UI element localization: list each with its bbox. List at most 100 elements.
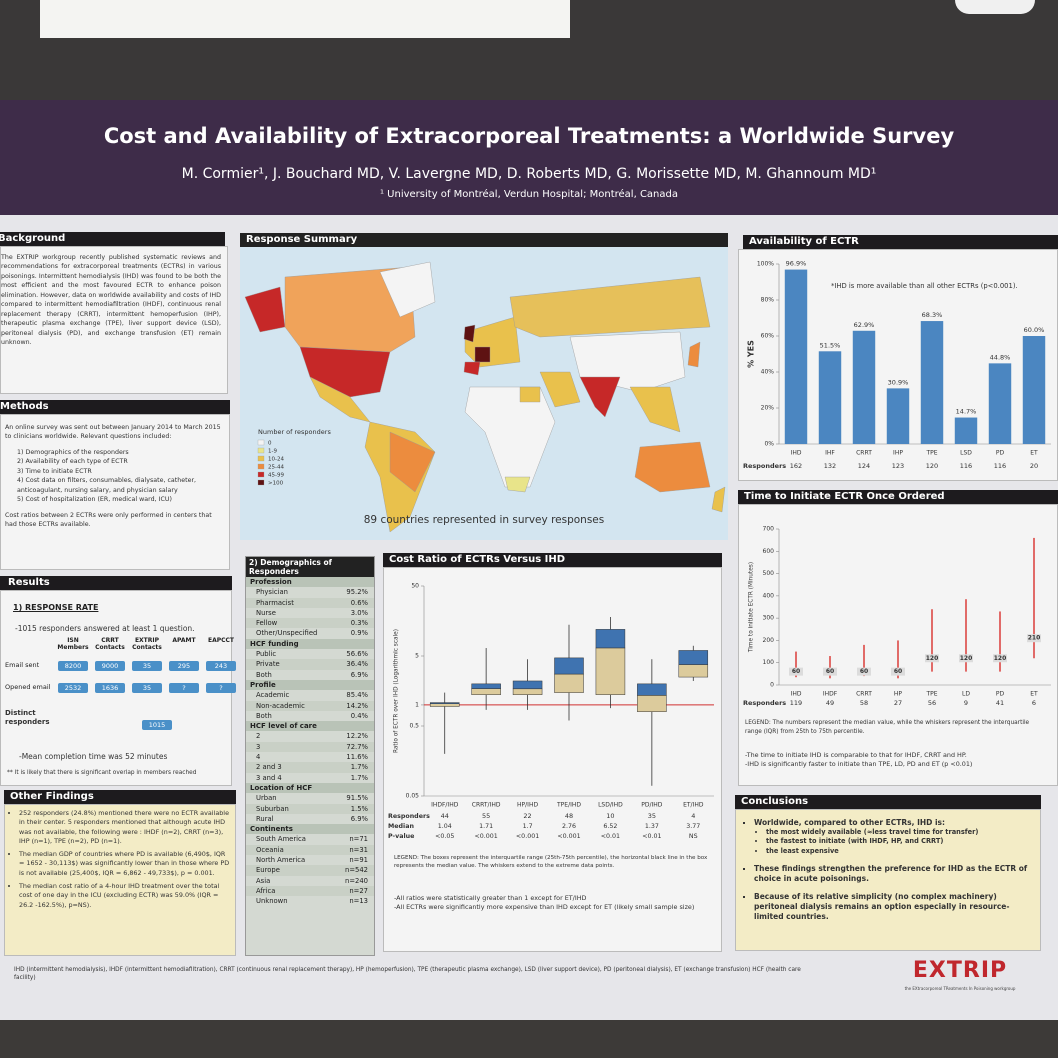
flow-row-label: Opened email	[5, 683, 51, 691]
table-row: Europe n=542	[246, 865, 374, 876]
row-label: Responders	[388, 813, 430, 820]
japan	[687, 341, 701, 368]
russia	[509, 276, 711, 338]
y-tick-label: 50	[411, 583, 419, 590]
value-label: 62.9%	[854, 321, 875, 329]
x-tick-label: LSD/IHD	[598, 802, 623, 809]
x-tick-label: CRRT/IHD	[472, 802, 501, 809]
value-label: 60.0%	[1024, 326, 1045, 334]
p-value: NS	[689, 833, 698, 840]
box-lower	[678, 664, 709, 678]
table-value: n=91	[349, 856, 368, 865]
conclusion-text: These findings strengthen the preference…	[754, 864, 1032, 884]
floor	[0, 1020, 1058, 1058]
value-label: 14.7%	[956, 408, 977, 416]
table-row: North America n=91	[246, 855, 374, 865]
x-tick-label: TPE/IHD	[556, 802, 581, 809]
table-value: 1.7%	[350, 773, 368, 782]
x-tick-label: IHDF	[823, 691, 838, 698]
section-heading: Methods	[0, 400, 230, 414]
x-tick-label: IHDF/IHD	[431, 802, 459, 809]
responders-value: 49	[826, 699, 834, 707]
availability-box: 0% 20% 40% 60% 80% 100% % YES IHD 162 IHF 132 CRRT 1…	[738, 249, 1058, 481]
y-tick-label: 0	[770, 682, 774, 689]
x-tick-label: CRRT	[856, 450, 872, 457]
ceiling-light	[40, 0, 570, 38]
y-tick-label: 0%	[764, 441, 774, 448]
x-tick-label: PD/IHD	[641, 802, 663, 809]
table-row: Other/Unspecified 0.9%	[246, 628, 374, 638]
median-value: 1.04	[438, 823, 452, 830]
conclusion-text: Worldwide, compared to other ECTRs, IHD …	[754, 818, 1032, 828]
table-value: 0.6%	[350, 598, 368, 607]
box-upper	[554, 657, 584, 675]
x-tick-label: IHF	[825, 450, 835, 457]
table-label: Other/Unspecified	[256, 629, 318, 638]
responders-value: 35	[648, 812, 656, 820]
spain	[463, 361, 481, 376]
methods-note: Cost ratios between 2 ECTRs were only pe…	[5, 511, 212, 528]
chart-note: -The time to initiate IHD is comparable …	[745, 751, 967, 759]
table-value: 6.9%	[350, 670, 368, 679]
table-row: Urban 91.5%	[246, 793, 374, 803]
median-marker	[857, 667, 871, 676]
median-value: 1.71	[479, 823, 493, 830]
flow-box: 295	[169, 661, 199, 671]
australia	[634, 441, 711, 493]
table-label: Rural	[256, 814, 274, 823]
methods-item: 5) Cost of hospitalization (ER, medical …	[17, 496, 172, 504]
flow-box: 2532	[58, 683, 88, 693]
background-box: The EXTRIP workgroup recently published …	[0, 246, 228, 394]
table-value: 56.6%	[346, 650, 368, 659]
median-marker	[891, 667, 905, 676]
section-heading: Time to Initiate ECTR Once Ordered	[738, 490, 1058, 504]
table-label: Private	[256, 660, 280, 669]
ceiling	[0, 0, 1058, 100]
table-label: 3 and 4	[256, 773, 282, 782]
table-value: n=71	[349, 835, 368, 844]
table-group: HCF funding	[246, 638, 374, 650]
responders-value: 56	[928, 699, 936, 707]
legend-swatch	[257, 439, 265, 446]
chart-note: -All ECTRs were significantly more expen…	[394, 902, 695, 911]
table-label: Suburban	[256, 804, 289, 813]
table-value: 0.3%	[350, 619, 368, 628]
methods-item: 1) Demographics of the responders	[17, 448, 129, 456]
table-value: n=31	[349, 845, 368, 854]
x-tick-label: ET/IHD	[683, 802, 704, 809]
table-value: 36.4%	[346, 660, 368, 669]
table-row: Public 56.6%	[246, 649, 374, 659]
responders-value: 6	[1032, 699, 1036, 707]
chart-notes: -All ratios were statistically greater t…	[394, 894, 710, 912]
box-lower	[637, 695, 667, 712]
usa	[299, 346, 391, 398]
flow-column-label: APAMT	[172, 637, 196, 644]
table-row: 2 12.2%	[246, 731, 374, 741]
median-label: 60	[826, 668, 834, 675]
table-row: Private 36.4%	[246, 659, 374, 670]
chart-note: -IHD is significantly faster to initiate…	[745, 759, 973, 768]
middle-east	[539, 371, 581, 408]
conclusion-text: Because of its relative simplicity (no c…	[754, 892, 1032, 922]
table-label: Unknown	[256, 897, 288, 906]
median-label: 120	[926, 655, 939, 662]
table-label: North America	[256, 856, 306, 865]
section-heading: Response Summary	[240, 233, 728, 247]
box-lower	[512, 688, 543, 695]
median-value: 6.52	[603, 823, 617, 830]
table-label: Fellow	[256, 619, 278, 628]
demographics-table: 2) Demographics of Responders Profession…	[245, 556, 375, 956]
p-value: <0.01	[601, 833, 620, 840]
responders-value: 120	[926, 462, 938, 470]
ceiling-lamp	[955, 0, 1035, 14]
box-upper	[637, 683, 667, 696]
table-group: HCF level of care	[246, 721, 374, 732]
table-label: Public	[256, 650, 277, 659]
brazil	[389, 431, 436, 493]
conclusion-subitem: the fastest to initiate (with IHDF, HP, …	[766, 837, 1032, 846]
table-value: n=13	[349, 897, 368, 906]
table-row: 2 and 3 1.7%	[246, 762, 374, 773]
y-tick-label: 80%	[761, 297, 775, 304]
y-tick-label: 0.05	[406, 793, 420, 800]
